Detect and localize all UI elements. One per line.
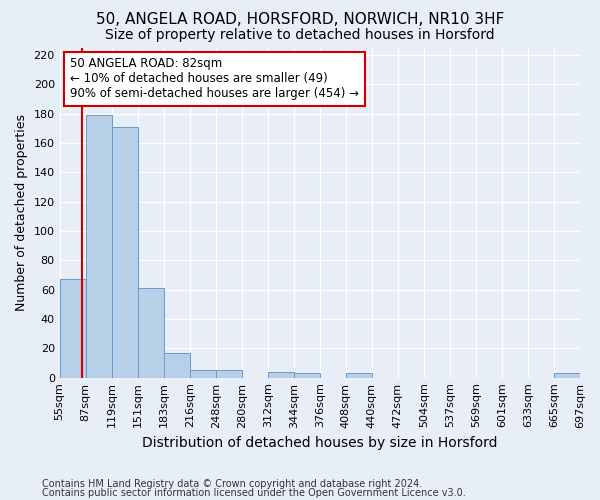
Bar xyxy=(190,370,216,378)
Y-axis label: Number of detached properties: Number of detached properties xyxy=(15,114,28,311)
Bar xyxy=(164,352,190,378)
Bar xyxy=(268,372,294,378)
Text: Contains public sector information licensed under the Open Government Licence v3: Contains public sector information licen… xyxy=(42,488,466,498)
Text: Contains HM Land Registry data © Crown copyright and database right 2024.: Contains HM Land Registry data © Crown c… xyxy=(42,479,422,489)
Bar xyxy=(86,115,112,378)
Bar xyxy=(294,374,320,378)
Bar xyxy=(59,280,86,378)
Text: 50, ANGELA ROAD, HORSFORD, NORWICH, NR10 3HF: 50, ANGELA ROAD, HORSFORD, NORWICH, NR10… xyxy=(96,12,504,28)
Text: 50 ANGELA ROAD: 82sqm
← 10% of detached houses are smaller (49)
90% of semi-deta: 50 ANGELA ROAD: 82sqm ← 10% of detached … xyxy=(70,58,359,100)
Bar xyxy=(346,374,372,378)
Bar xyxy=(554,374,580,378)
X-axis label: Distribution of detached houses by size in Horsford: Distribution of detached houses by size … xyxy=(142,436,497,450)
Bar xyxy=(216,370,242,378)
Bar xyxy=(112,126,138,378)
Text: Size of property relative to detached houses in Horsford: Size of property relative to detached ho… xyxy=(105,28,495,42)
Bar xyxy=(138,288,164,378)
